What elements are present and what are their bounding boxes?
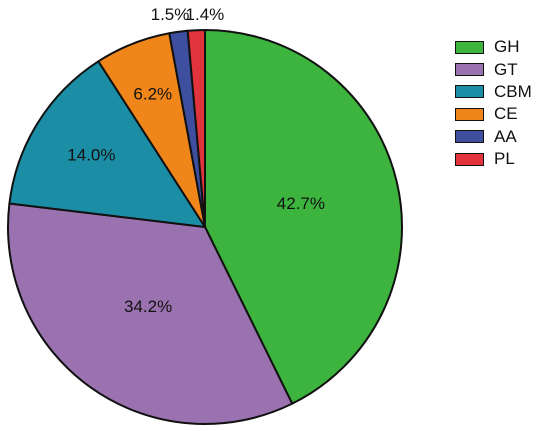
legend-swatch	[455, 107, 484, 121]
pie-slice-cbm	[8, 60, 206, 228]
data-label-aa: 1.5%	[151, 5, 190, 24]
legend-label: PL	[494, 149, 515, 169]
legend-swatch	[455, 85, 484, 99]
legend: GH GT CBM CE AA PL	[455, 36, 532, 170]
data-label-cbm: 14.0%	[67, 145, 115, 164]
pie-slice-gt	[6, 202, 294, 425]
legend-item-pl: PL	[455, 148, 532, 170]
legend-label: CBM	[494, 81, 532, 101]
pie-slice-pl	[186, 28, 206, 228]
legend-label: GH	[494, 37, 520, 57]
legend-item-gt: GT	[455, 58, 532, 80]
legend-swatch	[455, 152, 484, 166]
pie-slice-gh	[204, 29, 403, 405]
data-label-gh: 42.7%	[277, 194, 325, 213]
legend-item-ce: CE	[455, 103, 532, 125]
legend-item-cbm: CBM	[455, 81, 532, 103]
legend-swatch	[455, 40, 484, 54]
data-label-ce: 6.2%	[133, 85, 172, 104]
legend-item-aa: AA	[455, 126, 532, 148]
legend-swatch	[455, 63, 484, 77]
data-label-gt: 34.2%	[124, 297, 172, 316]
legend-item-gh: GH	[455, 36, 532, 58]
legend-swatch	[455, 130, 484, 144]
data-label-pl: 1.4%	[186, 5, 225, 24]
legend-label: GT	[494, 59, 518, 79]
legend-label: AA	[494, 126, 517, 146]
legend-label: CE	[494, 104, 518, 124]
